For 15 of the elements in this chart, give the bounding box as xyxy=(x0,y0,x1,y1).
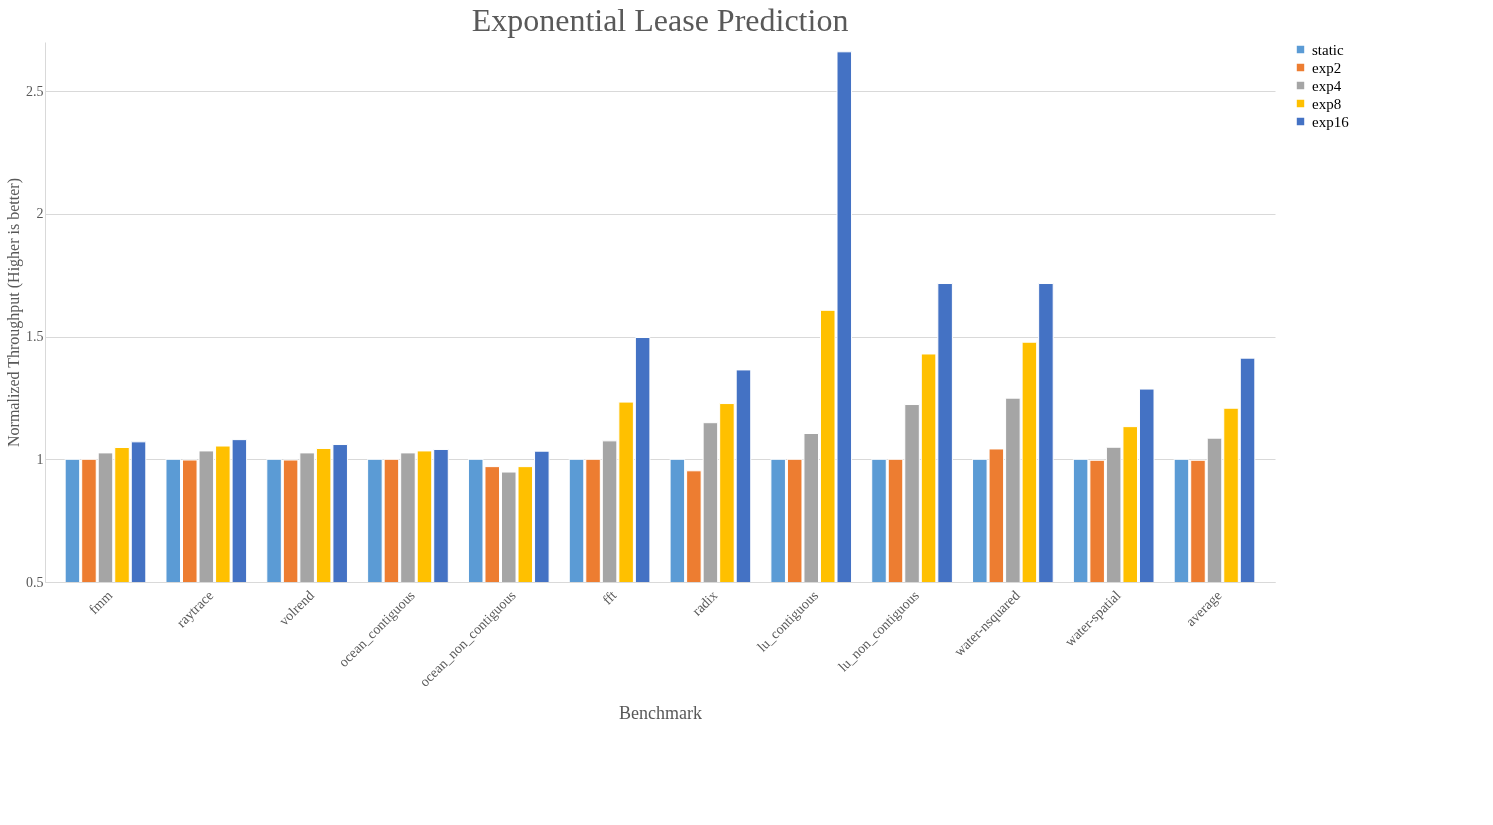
y-tick-label: 2 xyxy=(36,206,44,222)
y-tick-label: 1.5 xyxy=(26,329,44,345)
chart-title: Exponential Lease Prediction xyxy=(471,2,849,38)
legend-label: exp8 xyxy=(1312,95,1342,112)
legend-label: exp16 xyxy=(1312,113,1350,130)
x-tick-label: fmm xyxy=(86,587,116,618)
legend-label: exp4 xyxy=(1312,77,1342,94)
x-tick-label: fft xyxy=(599,587,620,608)
y-tick-label: 0.5 xyxy=(26,574,44,590)
legend-label: static xyxy=(1312,41,1344,58)
y-tick-label: 2.5 xyxy=(26,83,44,99)
y-tick-label: 1 xyxy=(36,451,44,467)
x-axis-title: Benchmark xyxy=(619,702,702,723)
y-axis-title: Normalized Throughput (Higher is better) xyxy=(5,178,23,447)
legend-label: exp2 xyxy=(1312,59,1342,76)
